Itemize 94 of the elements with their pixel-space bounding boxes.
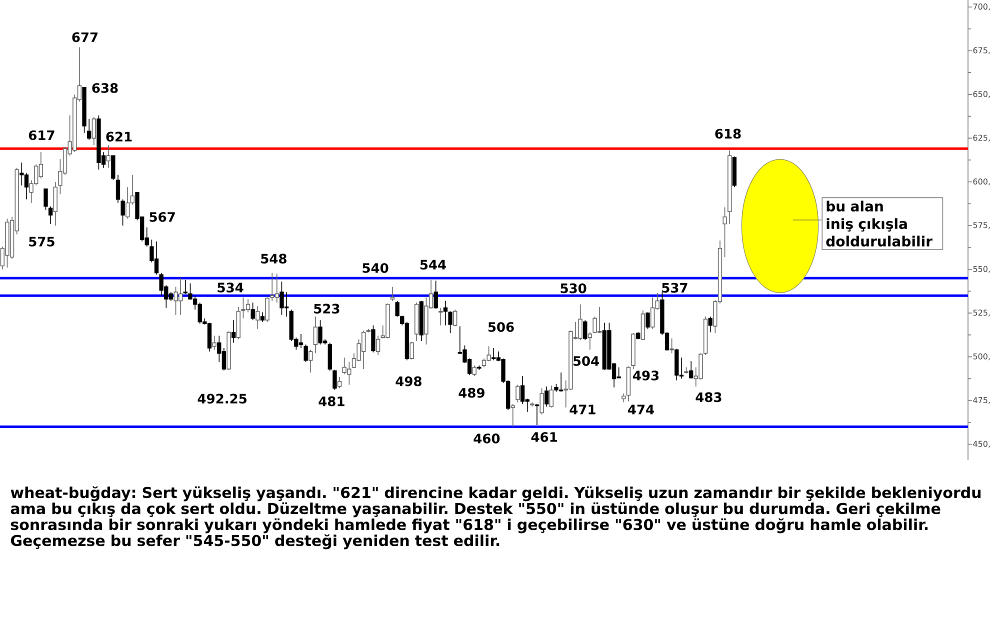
annotation: 506 (488, 322, 514, 332)
candlestick (82, 87, 86, 134)
candlestick (544, 386, 549, 408)
candlestick (689, 360, 694, 380)
candlestick (540, 388, 544, 415)
y-tick-label: 700, (973, 4, 990, 10)
candlestick (44, 188, 48, 210)
candlestick (250, 302, 255, 320)
candlestick (448, 310, 452, 334)
annotation: 544 (420, 260, 446, 270)
annotation: 498 (396, 376, 422, 386)
annotation: 567 (150, 212, 175, 222)
annotation: 530 (560, 283, 586, 294)
annotation: 638 (92, 83, 118, 93)
y-tick-label: 500, (973, 353, 990, 360)
candlestick (106, 144, 110, 168)
candlestick (534, 404, 540, 426)
candlestick (183, 279, 188, 294)
candlestick (337, 376, 342, 389)
annotation: 617 (28, 130, 54, 140)
y-tick-label: 575, (973, 222, 990, 229)
candlestick (395, 300, 400, 317)
annotation: 493 (633, 370, 659, 380)
candlestick (636, 332, 640, 340)
candlestick (453, 309, 458, 327)
candlestick (583, 320, 588, 341)
candlestick (530, 402, 534, 408)
candlestick (626, 366, 631, 402)
annotation: 481 (318, 396, 344, 406)
y-tick-label: 625, (973, 134, 990, 142)
annotation: 677 (72, 32, 98, 42)
candlestick (728, 150, 732, 224)
candlestick (308, 349, 313, 373)
annotation: 618 (715, 128, 741, 139)
candlestick (414, 302, 419, 342)
candlestick (236, 306, 240, 340)
y-tick-label: 450, (973, 440, 990, 448)
candlestick (588, 332, 592, 350)
annotation: 460 (474, 434, 500, 444)
candlestick (260, 312, 265, 322)
candlestick (516, 384, 520, 403)
annotation: 621 (106, 132, 132, 142)
annotation: 474 (628, 404, 654, 414)
annotation: 461 (531, 432, 557, 442)
annotation: 534 (218, 282, 244, 292)
candlestick (631, 332, 636, 370)
annotation: 548 (261, 254, 286, 264)
candlestick (313, 316, 318, 354)
candlestick (640, 310, 646, 341)
candlestick (265, 296, 270, 322)
candlestick (376, 335, 380, 356)
candlestick (111, 155, 116, 181)
candlestick (371, 324, 376, 353)
annotation: 523 (314, 304, 340, 314)
candlestick (328, 342, 332, 372)
candlestick (53, 181, 58, 226)
text: wheat-buğday: Sert yükseliş yaşandı. "621" direncine kadar geldi. Yükseliş uzun zamandır bir şekilde bekleniyordu ama bu çıkış da çok sert oldu. Düzeltme yaşanabilir. Destek "550" in üstünde oluşur bu durumda. Geri çekilme sonrasında bir sonraki yukarı yöndeki hamlede fiyat "618" i geçebilirse "630" ve üstüne doğru hamle olabilir. Geçemezse bu sefer "545-550" desteği yeniden test edilir. (10, 486, 981, 550)
candlestick (48, 206, 53, 224)
y-tick-label: 525, (973, 310, 990, 316)
candlestick (472, 365, 476, 376)
candlestick (510, 404, 515, 428)
candlestick (116, 174, 120, 204)
candlestick (332, 370, 337, 390)
annotation: bu alan iniş çıkışla doldurulabilir (826, 200, 932, 247)
candlestick (231, 320, 236, 344)
candlestick (732, 156, 737, 188)
y-tick-label: 600, (973, 178, 990, 186)
candlestick (226, 331, 231, 370)
candlestick (646, 312, 650, 330)
candlestick (410, 342, 414, 360)
candlestick (390, 286, 395, 302)
candlestick (366, 328, 371, 333)
y-tick-label: 650, (973, 91, 990, 98)
annotation: 504 (573, 356, 599, 366)
candlestick (703, 316, 708, 356)
annotation: 575 (29, 236, 54, 247)
y-tick-label: 675, (973, 47, 990, 54)
y-tick-label: 550, (973, 266, 990, 273)
candlestick (120, 198, 125, 226)
annotation: 537 (662, 282, 688, 293)
candlestick (708, 316, 712, 333)
candlestick (92, 116, 96, 146)
candlestick (304, 344, 308, 362)
candlestick (419, 300, 424, 342)
candlestick (443, 300, 448, 326)
annotation: 489 (458, 388, 484, 398)
annotation: 540 (362, 263, 388, 273)
annotation: 492.25 (198, 394, 246, 404)
annotation: 471 (570, 404, 596, 414)
y-tick-label: 475, (973, 397, 990, 404)
candlestick (87, 118, 92, 140)
candlestick (549, 385, 554, 408)
candlestick (434, 280, 438, 310)
annotation: 483 (696, 392, 722, 402)
